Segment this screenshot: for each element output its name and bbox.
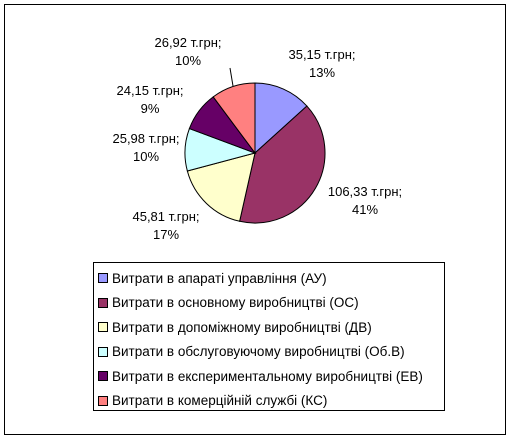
slice-value: 24,15 т.грн; [116, 83, 184, 98]
pie-slice-ks [212, 82, 256, 155]
slice-percent: 17% [152, 227, 180, 242]
legend-label: Витрати в експериментальному виробництві… [112, 368, 423, 384]
slice-value: 26,92 т.грн; [154, 35, 222, 50]
pie-slice-dv [186, 152, 256, 222]
slice-label-ks: 26,92 т.грн; 10% [136, 34, 240, 70]
legend-swatch [98, 273, 108, 284]
slice-label-obv: 25,98 т.грн; 10% [94, 130, 198, 166]
pie-slice-os [239, 105, 326, 224]
chart-legend: Витрати в апараті управління (АУ) Витрат… [93, 262, 445, 411]
legend-item-obv: Витрати в обслуговуючому виробництві (Об… [98, 340, 444, 365]
legend-swatch [98, 297, 108, 308]
leader-line [229, 67, 234, 87]
slice-percent: 41% [351, 202, 379, 217]
legend-item-ev: Витрати в експериментальному виробництві… [98, 364, 444, 389]
slice-label-au: 35,15 т.грн; 13% [270, 46, 374, 82]
slice-label-os: 106,33 т.грн; 41% [310, 183, 420, 219]
legend-label: Витрати в комерційній службі (КС) [112, 393, 328, 409]
slice-label-ev: 24,15 т.грн; 9% [98, 82, 202, 118]
slice-value: 25,98 т.грн; [112, 131, 180, 146]
legend-item-os: Витрати в основному виробництві (ОС) [98, 291, 444, 316]
legend-label: Витрати в апараті управління (АУ) [112, 270, 327, 286]
legend-item-ks: Витрати в комерційній службі (КС) [98, 389, 444, 414]
slice-value: 35,15 т.грн; [288, 47, 356, 62]
slice-percent: 13% [308, 65, 336, 80]
legend-swatch [98, 395, 108, 406]
legend-label: Витрати в обслуговуючому виробництві (Об… [112, 344, 405, 360]
slice-label-dv: 45,81 т.грн; 17% [114, 208, 218, 244]
pie-slice-au [254, 82, 308, 155]
slice-percent: 9% [140, 101, 160, 116]
slice-percent: 10% [132, 149, 160, 164]
legend-swatch [98, 322, 108, 333]
slice-value: 106,33 т.грн; [327, 184, 403, 199]
legend-swatch [98, 346, 108, 357]
legend-swatch [98, 371, 108, 382]
slice-percent: 10% [174, 53, 202, 68]
slice-value: 45,81 т.грн; [132, 209, 200, 224]
legend-label: Витрати в допоміжному виробництві (ДВ) [112, 319, 372, 335]
legend-label: Витрати в основному виробництві (ОС) [112, 295, 359, 311]
legend-item-au: Витрати в апараті управління (АУ) [98, 266, 444, 291]
legend-item-dv: Витрати в допоміжному виробництві (ДВ) [98, 315, 444, 340]
